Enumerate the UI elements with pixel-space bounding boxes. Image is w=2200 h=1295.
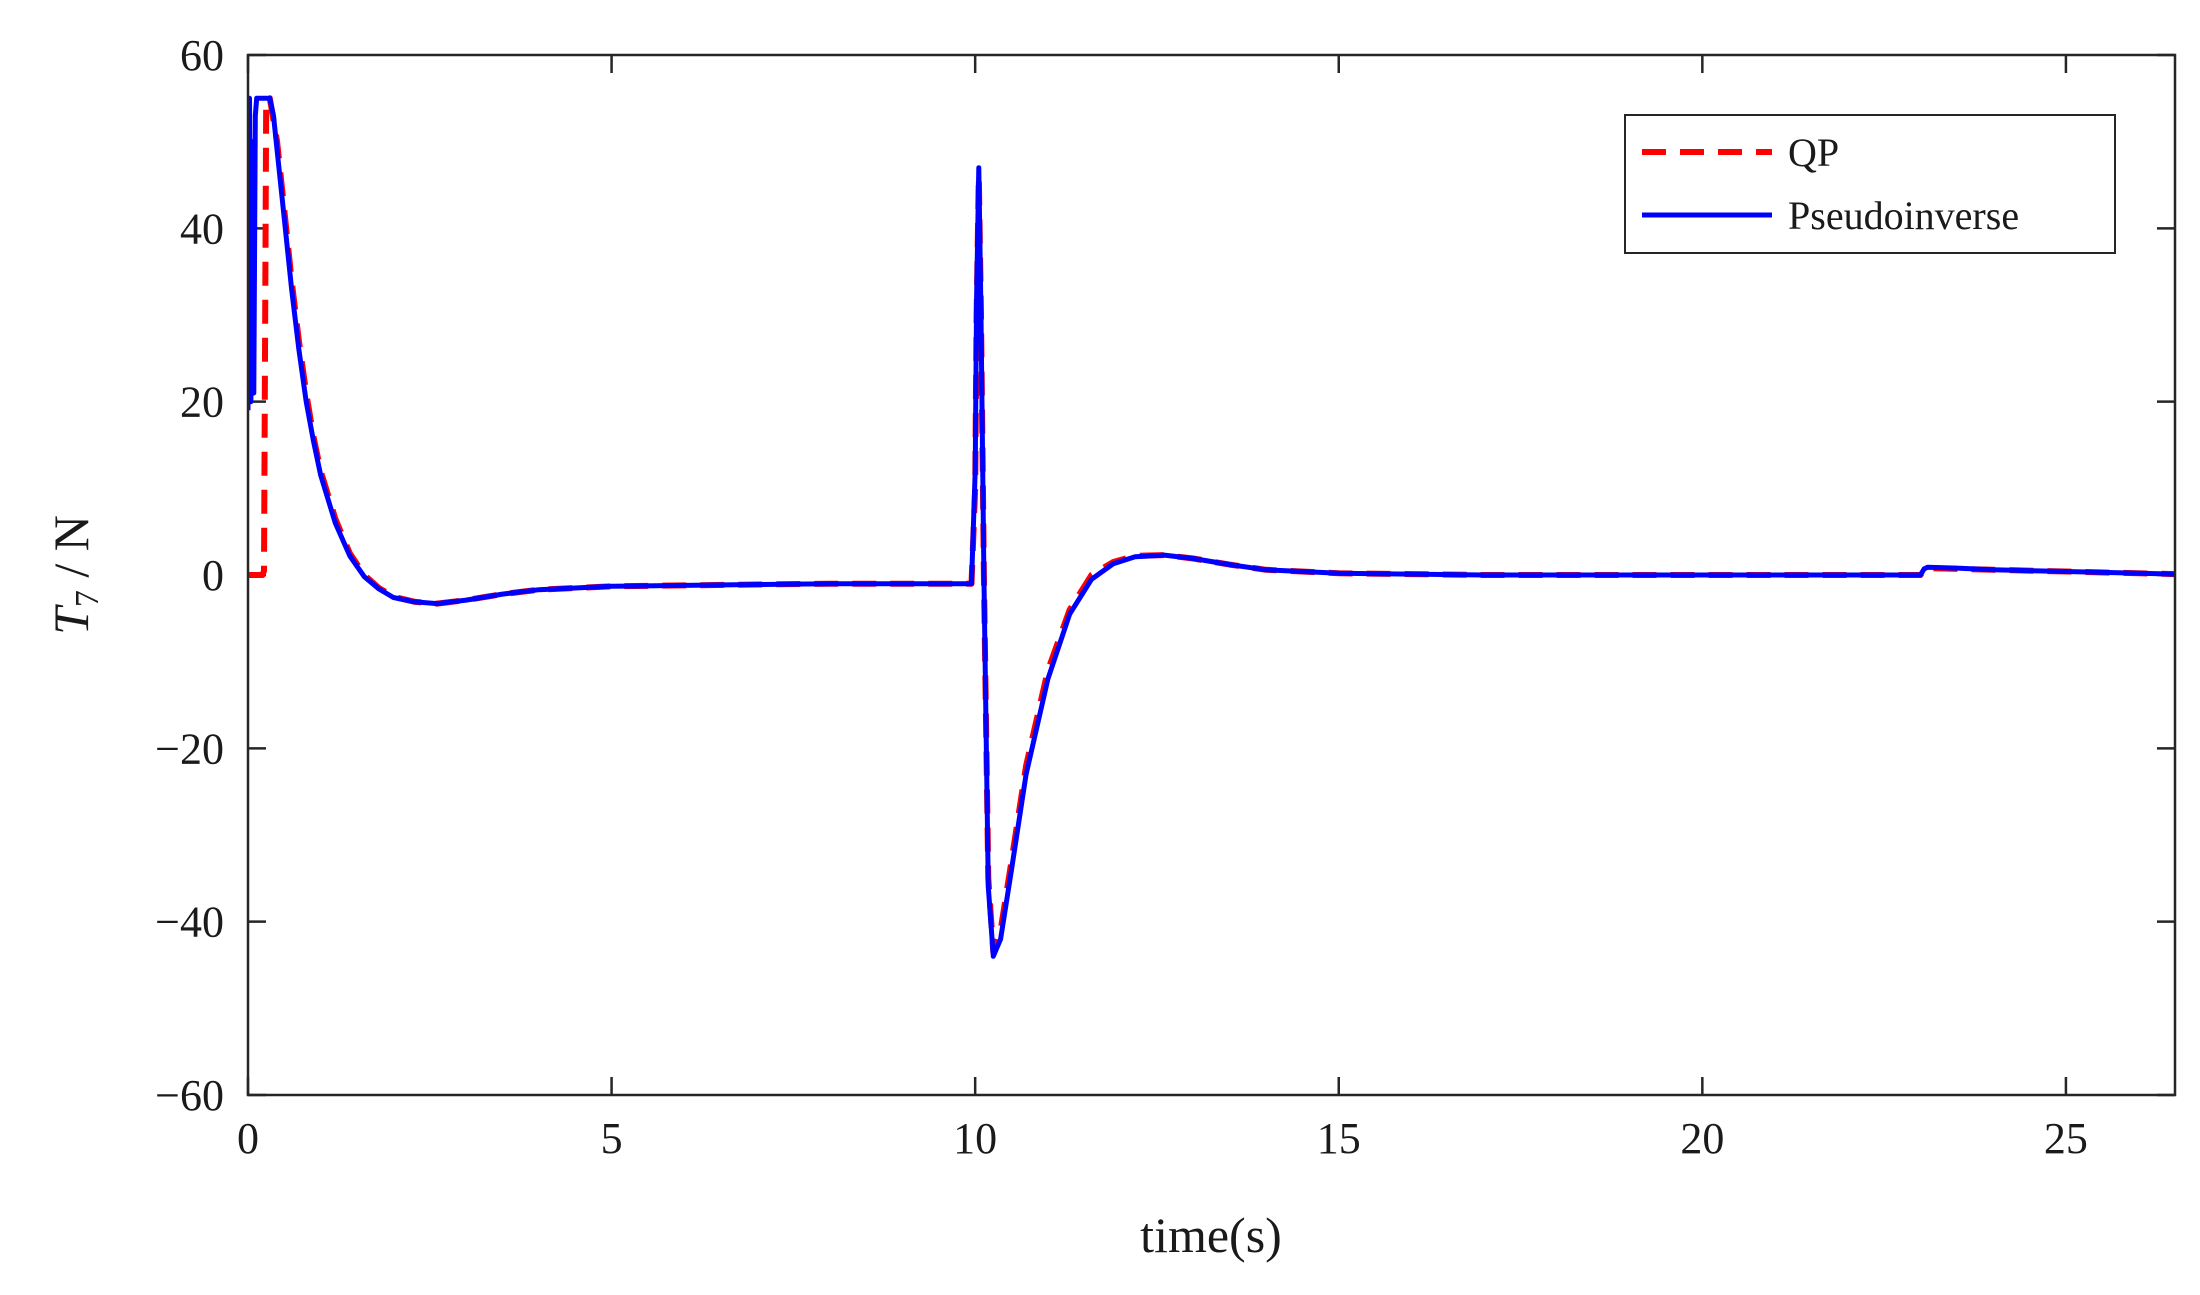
y-tick-label: −60 xyxy=(155,1071,224,1120)
y-tick-label: 40 xyxy=(180,204,224,253)
x-tick-label: 20 xyxy=(1680,1114,1724,1163)
x-axis-label: time(s) xyxy=(1140,1207,1282,1263)
x-tick-label: 25 xyxy=(2044,1114,2088,1163)
y-axis-label-group: T7 / N xyxy=(43,515,106,635)
y-axis-label: T7 / N xyxy=(43,515,106,635)
x-tick-label: 5 xyxy=(601,1114,623,1163)
y-tick-label: −40 xyxy=(155,898,224,947)
legend: QP Pseudoinverse xyxy=(1624,114,2116,254)
y-tick-label: −20 xyxy=(155,724,224,773)
y-tick-label: 20 xyxy=(180,378,224,427)
legend-box xyxy=(1624,114,2116,254)
y-tick-label: 0 xyxy=(202,551,224,600)
legend-label-qp: QP xyxy=(1788,130,1839,175)
plot-frame xyxy=(246,53,2177,1097)
x-tick-label: 15 xyxy=(1317,1114,1361,1163)
y-axis-label-symbol: T xyxy=(43,604,99,635)
x-tick-label: 0 xyxy=(237,1114,259,1163)
series-line-pseudoinverse xyxy=(248,95,2175,959)
y-tick-label: 60 xyxy=(180,31,224,80)
y-axis-label-subscript: 7 xyxy=(69,590,106,607)
legend-label-pseudoinverse: Pseudoinverse xyxy=(1788,193,2019,238)
plot-series xyxy=(248,95,2175,959)
axis-tick-labels: 0 5 10 15 20 25 −60 −40 −20 0 20 40 60 xyxy=(155,31,2088,1163)
y-axis-label-unit: / N xyxy=(43,515,99,590)
x-tick-label: 10 xyxy=(953,1114,997,1163)
